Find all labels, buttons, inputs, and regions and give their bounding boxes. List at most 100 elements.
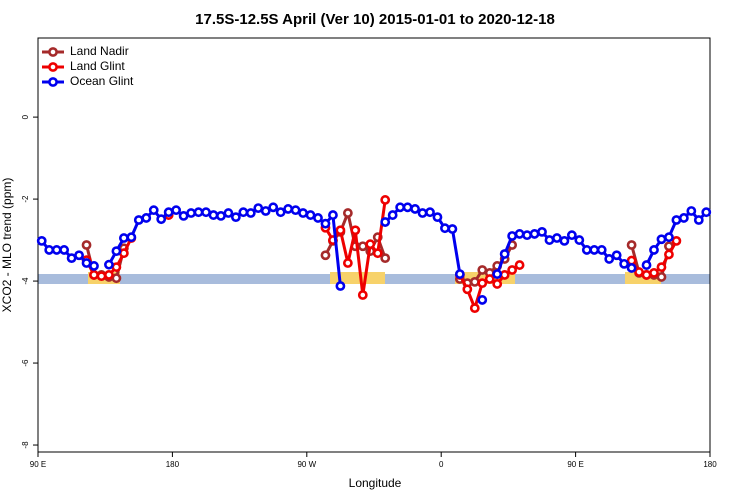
point — [320, 218, 331, 229]
point — [253, 203, 264, 214]
point — [649, 267, 659, 278]
point — [51, 245, 62, 255]
y-tick-label: -6 — [21, 359, 30, 367]
legend-label: Land Glint — [70, 59, 125, 73]
point — [201, 207, 211, 218]
point — [66, 253, 77, 264]
point — [335, 225, 346, 236]
point — [693, 215, 704, 225]
point — [529, 229, 540, 239]
point — [118, 233, 129, 243]
point — [514, 260, 525, 270]
point — [357, 290, 368, 300]
plot-frame — [37, 37, 711, 453]
point — [380, 217, 391, 227]
point — [477, 265, 488, 275]
point — [305, 210, 316, 220]
point — [589, 245, 600, 255]
point — [484, 274, 495, 284]
y-tick-label: -2 — [21, 195, 30, 203]
point — [537, 226, 547, 237]
point — [664, 232, 674, 243]
point — [552, 233, 562, 243]
point — [462, 284, 473, 295]
point — [559, 236, 570, 246]
point — [126, 232, 137, 243]
point — [514, 229, 525, 239]
point — [671, 215, 682, 225]
point — [507, 231, 518, 241]
land-patch — [330, 272, 385, 284]
y-tick-label: -4 — [21, 277, 30, 285]
point — [522, 230, 532, 241]
x-tick-label: 90 W — [297, 460, 316, 469]
point — [492, 269, 503, 280]
point — [275, 207, 286, 218]
legend-marker — [48, 77, 58, 87]
point — [260, 206, 271, 216]
point — [469, 276, 480, 287]
point — [611, 250, 622, 261]
point — [320, 250, 331, 261]
point — [111, 262, 122, 273]
point — [634, 267, 644, 277]
point — [626, 240, 637, 250]
point — [238, 207, 249, 218]
point — [544, 235, 555, 245]
point — [410, 204, 420, 214]
point — [574, 235, 585, 245]
x-tick-label: 90 E — [30, 460, 46, 469]
point — [156, 214, 167, 225]
point — [686, 206, 697, 216]
point — [656, 272, 667, 282]
point — [499, 270, 510, 280]
point — [59, 245, 70, 255]
point — [141, 213, 152, 223]
point — [596, 245, 607, 255]
y-tick-label: 0 — [21, 114, 30, 119]
point — [425, 207, 435, 218]
point — [163, 207, 174, 218]
x-tick-label: 90 E — [567, 460, 583, 469]
point — [664, 249, 674, 260]
surface-band — [38, 272, 710, 284]
point — [335, 281, 346, 291]
point — [81, 240, 92, 250]
point — [581, 245, 592, 255]
point — [133, 215, 144, 225]
point — [395, 202, 406, 213]
point — [477, 295, 488, 305]
point — [604, 254, 615, 264]
point — [171, 205, 182, 216]
point — [89, 270, 99, 280]
point — [81, 258, 92, 268]
point — [328, 210, 338, 220]
point — [283, 204, 294, 214]
legend-marker — [48, 62, 58, 72]
point — [477, 278, 488, 289]
point — [298, 208, 308, 218]
point — [671, 236, 682, 246]
point — [454, 269, 465, 280]
point — [350, 225, 361, 236]
legend-label: Land Nadir — [70, 44, 129, 58]
point — [96, 271, 107, 282]
point — [313, 213, 323, 223]
point — [118, 248, 129, 259]
point — [268, 202, 279, 213]
point — [469, 303, 480, 314]
y-tick-label: -8 — [21, 441, 30, 449]
point — [111, 246, 122, 257]
point — [380, 195, 391, 205]
point — [74, 250, 84, 261]
point — [380, 253, 391, 264]
point — [499, 249, 510, 259]
point — [230, 212, 241, 223]
x-tick-label: 180 — [166, 460, 180, 469]
point — [387, 210, 398, 220]
point — [372, 248, 383, 259]
point — [656, 262, 667, 273]
point — [342, 208, 353, 218]
point — [290, 205, 301, 216]
